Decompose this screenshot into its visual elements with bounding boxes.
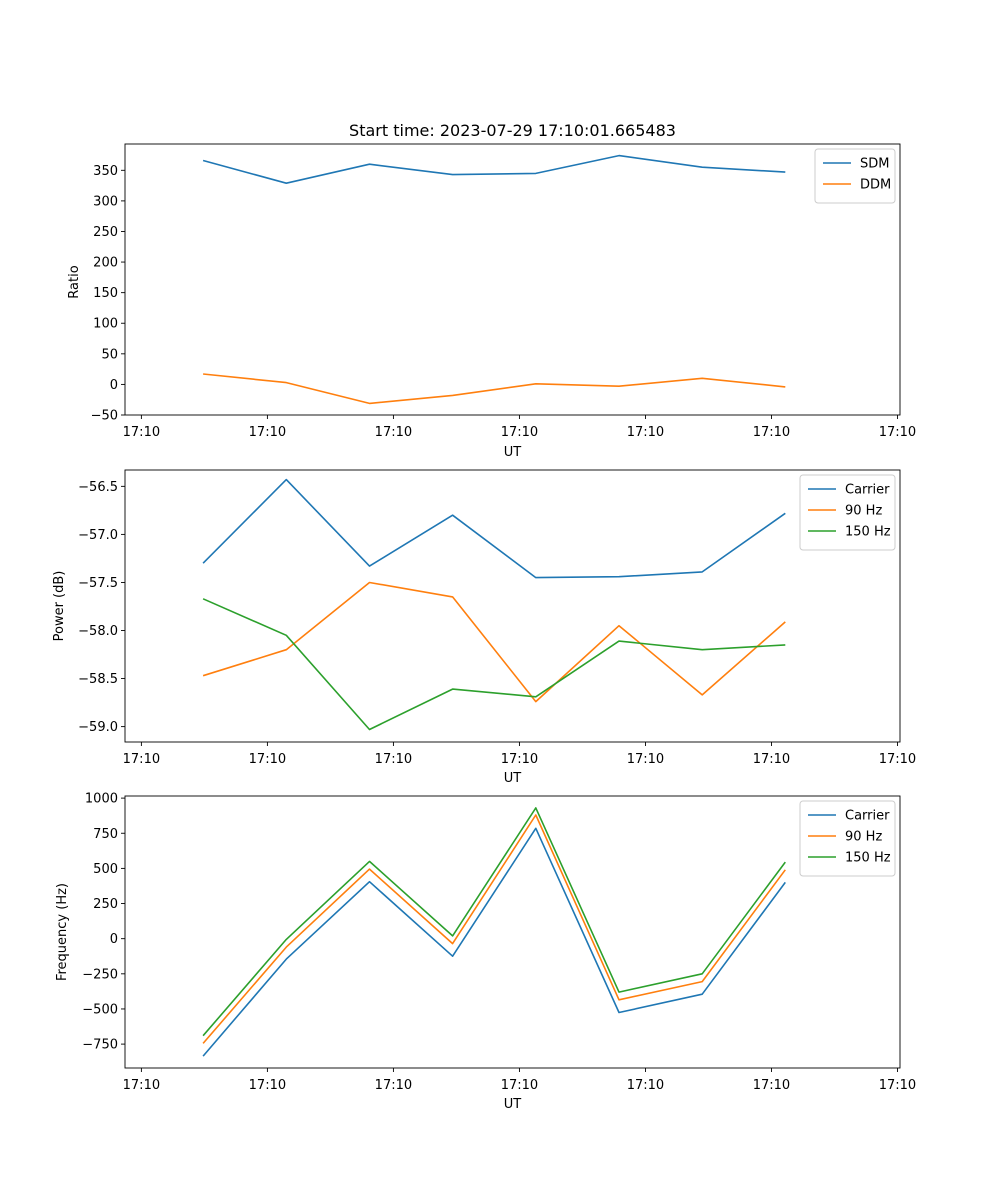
y-tick-label: −50 <box>91 409 118 424</box>
y-tick-label: −59.0 <box>78 720 118 735</box>
power-plot-area: 17:1017:1017:1017:1017:1017:1017:1017:11… <box>78 469 916 767</box>
y-tick-label: −58.5 <box>78 672 118 687</box>
legend-label: 150 Hz <box>845 525 891 540</box>
y-tick-label: 300 <box>93 194 118 209</box>
legend-label: 90 Hz <box>845 830 882 845</box>
power-x-axis-label: UT <box>504 771 522 786</box>
series-line-150-hz <box>202 598 786 731</box>
power-y-axis-label: Power (dB) <box>52 571 67 642</box>
x-tick-label: 17:10 <box>627 1078 664 1093</box>
y-tick-label: 500 <box>93 862 118 877</box>
legend-label: SDM <box>860 157 889 172</box>
x-tick-label: 17:10 <box>627 752 664 767</box>
x-tick-label: 17:10 <box>375 752 412 767</box>
series-line-sdm <box>202 154 786 184</box>
x-tick-label: 17:10 <box>879 425 916 440</box>
legend-label: Carrier <box>845 483 890 498</box>
y-tick-label: −58.0 <box>78 624 118 639</box>
x-tick-label: 17:10 <box>123 1078 160 1093</box>
power-panel: 17:1017:1017:1017:1017:1017:1017:1017:11… <box>52 469 916 786</box>
legend-label: DDM <box>860 178 891 193</box>
x-tick-label: 17:10 <box>375 425 412 440</box>
y-tick-label: 0 <box>110 932 118 947</box>
x-tick-label: 17:10 <box>753 1078 790 1093</box>
x-tick-label: 17:10 <box>249 1078 286 1093</box>
x-tick-label: 17:10 <box>627 425 664 440</box>
legend-label: 150 Hz <box>845 851 891 866</box>
legend-label: 90 Hz <box>845 504 882 519</box>
y-tick-label: 0 <box>110 378 118 393</box>
x-tick-label: 17:10 <box>123 752 160 767</box>
y-tick-label: −56.5 <box>78 480 118 495</box>
y-tick-label: −250 <box>82 967 118 982</box>
y-tick-label: −57.0 <box>78 528 118 543</box>
series-line-carrier <box>202 827 786 1057</box>
y-tick-label: 750 <box>93 827 118 842</box>
ratio-plot-area: 17:1017:1017:1017:1017:1017:1017:1017:11… <box>91 143 916 440</box>
x-tick-label: 17:10 <box>879 1078 916 1093</box>
legend-label: Carrier <box>845 809 890 824</box>
x-tick-label: 17:10 <box>375 1078 412 1093</box>
frequency-panel: 17:1017:1017:1017:1017:1017:1017:1017:11… <box>55 792 916 1112</box>
x-tick-label: 17:10 <box>753 752 790 767</box>
ratio-y-axis-label: Ratio <box>67 265 82 298</box>
x-tick-label: 17:10 <box>879 752 916 767</box>
ratio-panel: Start time: 2023-07-29 17:10:01.665483 1… <box>67 121 916 460</box>
series-line-carrier <box>202 478 786 579</box>
y-tick-label: 200 <box>93 256 118 271</box>
axes-frame <box>124 469 901 743</box>
frequency-y-axis-label: Frequency (Hz) <box>55 883 70 981</box>
x-tick-label: 17:10 <box>123 425 160 440</box>
frequency-plot-area: 17:1017:1017:1017:1017:1017:1017:1017:11… <box>82 792 916 1093</box>
series-line-150-hz <box>202 807 786 1037</box>
axes-frame <box>124 143 901 416</box>
x-tick-label: 17:10 <box>501 1078 538 1093</box>
x-tick-label: 17:10 <box>753 425 790 440</box>
x-tick-label: 17:10 <box>249 752 286 767</box>
y-tick-label: 50 <box>101 347 118 362</box>
y-tick-label: −57.5 <box>78 576 118 591</box>
y-tick-label: 250 <box>93 225 118 240</box>
series-line-90-hz <box>202 581 786 703</box>
x-tick-label: 17:10 <box>501 752 538 767</box>
x-tick-label: 17:10 <box>249 425 286 440</box>
y-tick-label: 100 <box>93 317 118 332</box>
axes-frame <box>124 795 901 1069</box>
y-tick-label: 150 <box>93 286 118 301</box>
y-tick-label: 1000 <box>85 792 118 807</box>
ratio-x-axis-label: UT <box>504 445 522 460</box>
x-tick-label: 17:10 <box>501 425 538 440</box>
frequency-x-axis-label: UT <box>504 1097 522 1112</box>
series-line-90-hz <box>202 814 786 1044</box>
y-tick-label: 350 <box>93 164 118 179</box>
y-tick-label: −750 <box>82 1038 118 1053</box>
series-line-ddm <box>203 373 786 405</box>
y-tick-label: 250 <box>93 897 118 912</box>
y-tick-label: −500 <box>82 1002 118 1017</box>
chart-title: Start time: 2023-07-29 17:10:01.665483 <box>349 121 676 140</box>
